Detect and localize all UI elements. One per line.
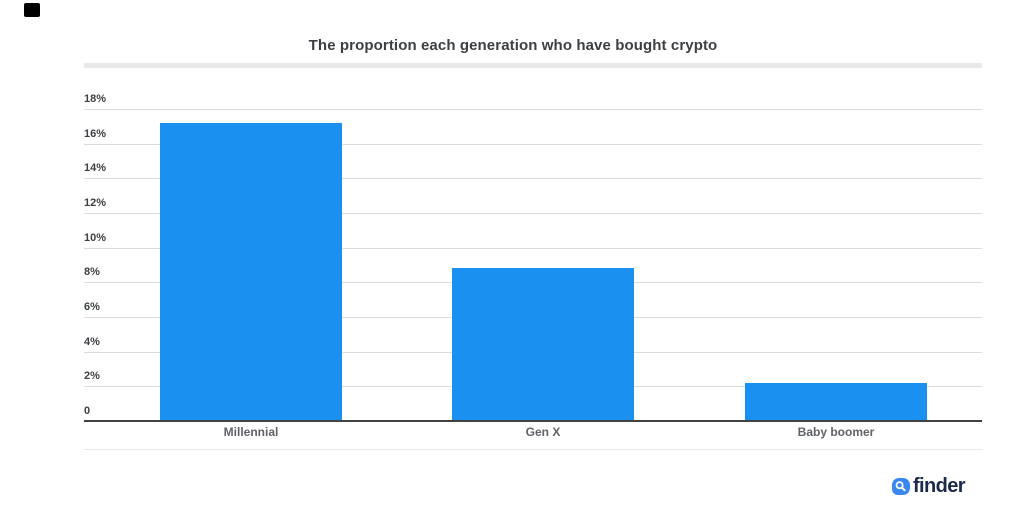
gridline bbox=[84, 178, 982, 180]
gridline bbox=[84, 143, 982, 145]
gridline bbox=[84, 213, 982, 214]
chart-title: The proportion each generation who have … bbox=[308, 37, 718, 54]
x-category-label: Gen X bbox=[525, 425, 561, 439]
black-square-artifact bbox=[24, 3, 40, 17]
y-tick-label: 6% bbox=[84, 301, 100, 313]
y-tick-label: 10% bbox=[84, 231, 107, 244]
y-tick-label: 16% bbox=[84, 127, 107, 140]
x-axis-line bbox=[84, 420, 982, 422]
bar-baby-boomer[interactable] bbox=[745, 382, 927, 421]
gridline bbox=[84, 247, 982, 249]
y-tick-label: 4% bbox=[84, 335, 100, 348]
y-tick-label: 18% bbox=[84, 93, 107, 105]
top-divider-band bbox=[84, 63, 982, 68]
gridline bbox=[84, 109, 982, 110]
y-tick-label: 8% bbox=[84, 266, 100, 279]
y-tick-label: 0 bbox=[84, 405, 91, 417]
bar-millennial[interactable] bbox=[160, 122, 342, 421]
x-category-label: Millennial bbox=[223, 425, 279, 439]
y-tick-label: 14% bbox=[84, 162, 107, 175]
x-category-label: Baby boomer bbox=[797, 425, 875, 439]
bar-gen-x[interactable] bbox=[452, 268, 634, 421]
finder-logo-text: finder bbox=[913, 475, 966, 497]
bottom-divider-line bbox=[84, 449, 983, 450]
magnifier-icon bbox=[892, 477, 910, 495]
y-tick-label: 12% bbox=[84, 197, 107, 209]
y-tick-label: 2% bbox=[84, 370, 100, 383]
finder-logo[interactable]: finder bbox=[892, 474, 966, 498]
